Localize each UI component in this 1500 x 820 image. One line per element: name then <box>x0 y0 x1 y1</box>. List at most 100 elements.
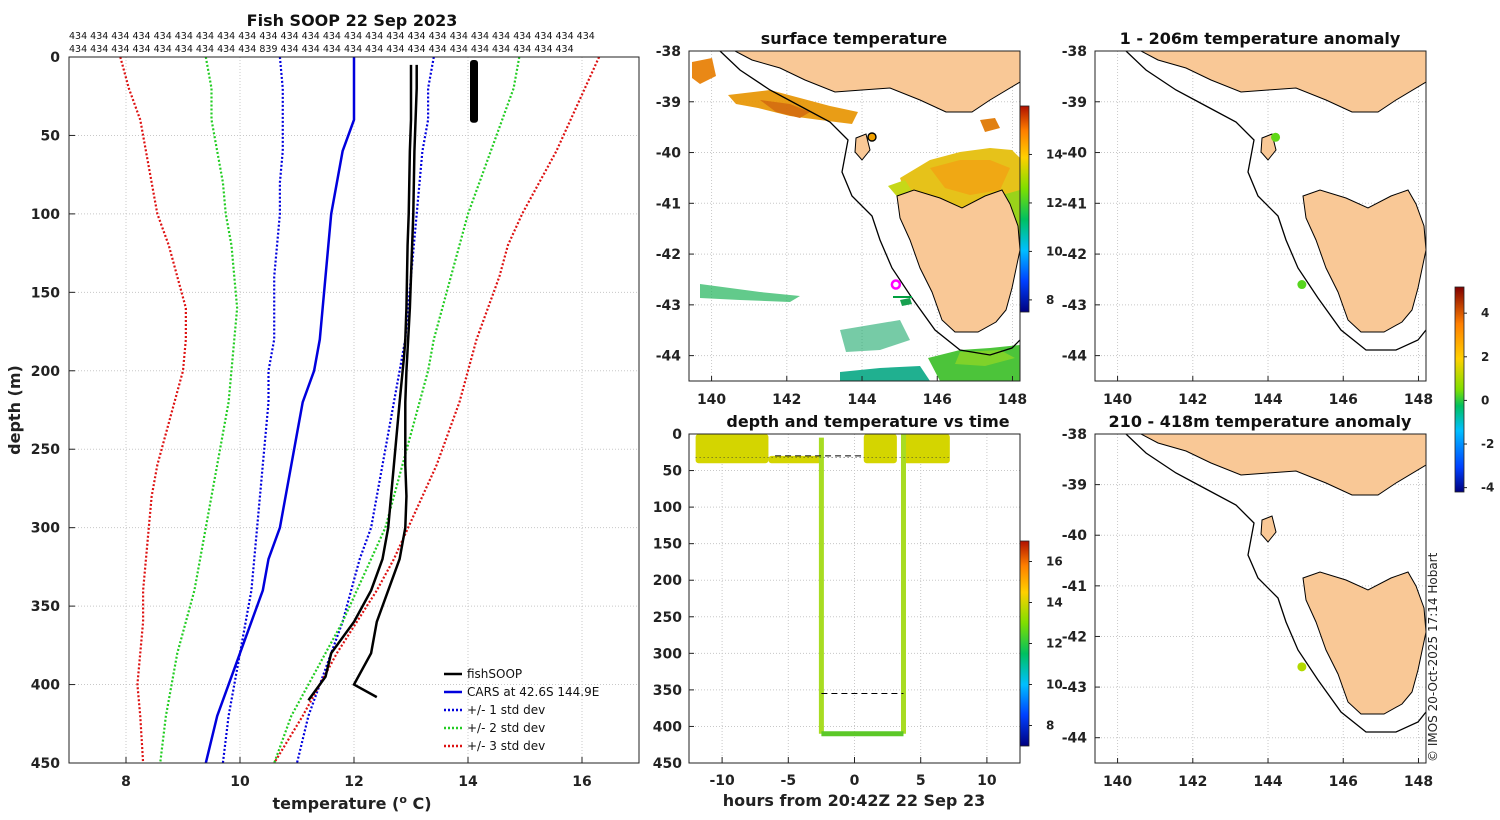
time-xtick-label: -5 <box>781 773 797 789</box>
fishsoop-descent-line <box>307 64 413 701</box>
profile-series-cars-3-std <box>119 56 187 764</box>
anomaly-1-mainland <box>1140 51 1426 113</box>
anomaly-2-shelf-contour <box>1125 434 1426 733</box>
profile-series-cars-2-std <box>273 56 521 764</box>
time-xlabel: hours from 20:42Z 22 Sep 23 <box>723 791 985 810</box>
profile-panel: 8 10 12 14 16 0 50 100 150 200 250 300 350 400 450 Fis… <box>5 11 640 813</box>
profile-ytick-label: 200 <box>31 364 60 380</box>
anomaly-map-2-panel: 210 - 418m temperature anomaly 140 142 144… <box>1062 412 1433 790</box>
anomaly-2-xtick-label: 140 <box>1103 774 1132 790</box>
profile-xtick-label: 16 <box>572 774 591 790</box>
legend-label-1std: +/- 1 std dev <box>467 703 545 717</box>
anomaly-2-ytick-label: -41 <box>1062 579 1087 595</box>
anomaly-1-points <box>1271 132 1307 290</box>
anomaly-1-point <box>1297 280 1307 290</box>
count-row-1: 434 434 434 434 434 434 434 434 434 434 … <box>69 31 595 42</box>
anomaly-1-xtick-label: 148 <box>1404 392 1433 408</box>
anomaly-2-xtick-label: 148 <box>1404 774 1433 790</box>
credit-text: © IMOS 20-Oct-2025 17:14 Hobart <box>1426 552 1440 762</box>
legend-label-cars: CARS at 42.6S 144.9E <box>467 685 599 699</box>
anomaly-colorbar-tick-label: 2 <box>1481 350 1489 364</box>
anomaly-2-ytick-label: -44 <box>1062 731 1088 747</box>
anomaly-2-xtick-label: 144 <box>1253 774 1282 790</box>
anomaly-2-points <box>1297 662 1307 672</box>
anomaly-1-ytick-label: -42 <box>1062 247 1087 263</box>
anomaly-2-xtick-label: 142 <box>1178 774 1207 790</box>
sst-colorbar-tick-label: 14 <box>1046 147 1063 161</box>
anomaly-2-point <box>1297 662 1307 672</box>
time-colorbar-tick-label: 8 <box>1046 719 1054 733</box>
time-xtick-label: 10 <box>977 773 997 789</box>
profile-series-cars-1-std <box>221 56 284 764</box>
profile-ytick-label: 400 <box>31 678 60 694</box>
sst-ytick-label: -40 <box>656 146 682 162</box>
profile-ytick-label: 350 <box>31 599 60 615</box>
anomaly-1-shelf-contour <box>1125 51 1426 351</box>
sst-ticks: 140 142 144 146 148 -38 -39 -40 -41 -42 -43 -44 <box>656 44 1027 408</box>
anomaly-map-1-panel: 1 - 206m temperature anomaly 140 142 144 14… <box>1062 29 1495 495</box>
anomaly-1-xtick-label: 140 <box>1103 392 1132 408</box>
profile-ytick-label: 150 <box>31 285 60 301</box>
sst-colorbar-ticks: 8 10 12 14 <box>1029 147 1063 307</box>
sst-xtick-label: 144 <box>847 392 876 408</box>
profile-ytick-label: 50 <box>41 128 61 144</box>
sst-xtick-label: 142 <box>772 392 801 408</box>
anomaly-2-ticks: 140 142 144 146 148 -38 -39 -40 -41 -42 -43 -44 <box>1062 427 1433 790</box>
time-surface-block <box>695 434 769 464</box>
profile-series-cars-mean <box>204 57 356 764</box>
anomaly-colorbar-tick-label: -2 <box>1481 437 1494 451</box>
sst-ytick-label: -42 <box>656 247 681 263</box>
fishsoop-ascent-line <box>352 64 418 699</box>
time-ytick-label: 50 <box>663 464 683 480</box>
anomaly-1-ytick-label: -43 <box>1062 298 1087 314</box>
anomaly-1-xtick-label: 144 <box>1253 392 1282 408</box>
legend-label-2std: +/- 2 std dev <box>467 721 545 735</box>
time-colorbar-ticks: 8 10 12 14 16 <box>1029 555 1063 733</box>
anomaly-1-ytick-label: -38 <box>1062 44 1087 60</box>
anomaly-colorbar-tick-label: -4 <box>1481 481 1494 495</box>
sst-xtick-label: 140 <box>697 392 726 408</box>
sst-colorbar-tick-label: 10 <box>1046 244 1063 258</box>
fishsoop-surface-cluster <box>470 60 478 123</box>
sst-map-panel: surface temperature <box>656 29 1063 408</box>
time-colorbar-tick-label: 14 <box>1046 596 1063 610</box>
time-ytick-label: 200 <box>653 573 682 589</box>
time-colorbar-tick-label: 12 <box>1046 637 1063 651</box>
anomaly-2-content <box>1095 434 1426 763</box>
anomaly-1-king-island <box>1260 133 1277 161</box>
time-ytick-label: 450 <box>653 756 682 772</box>
anomaly-1-ytick-label: -41 <box>1062 196 1087 212</box>
time-ytick-label: 250 <box>653 610 682 626</box>
time-panel: depth and temperature vs time -10 -5 0 5 100… <box>653 412 1063 810</box>
profile-ticks: 8 10 12 14 16 0 50 100 150 200 250 300 350 400 450 <box>31 50 592 790</box>
anomaly-2-ytick-label: -40 <box>1062 528 1088 544</box>
profile-ytick-label: 100 <box>31 207 60 223</box>
sst-ytick-label: -38 <box>656 44 681 60</box>
sst-land <box>734 51 1020 333</box>
sst-ytick-label: -39 <box>656 95 681 111</box>
time-surface-block <box>863 434 897 464</box>
anomaly-2-king-island <box>1260 515 1277 543</box>
anomaly-1-point <box>1271 132 1281 142</box>
sst-ytick-label: -41 <box>656 196 681 212</box>
time-marks <box>695 434 950 737</box>
time-colorbar <box>1019 540 1030 747</box>
xlabel-superscript-o: o <box>399 793 407 806</box>
time-ytick-label: 300 <box>653 646 682 662</box>
profile-series-cars-3-std <box>273 56 601 764</box>
profile-xlabel: temperature (o C) <box>272 793 431 813</box>
anomaly-1-title: 1 - 206m temperature anomaly <box>1120 29 1401 48</box>
anomaly-1-ticks: 140 142 144 146 148 -38 -39 -40 -41 -42 -43 -44 <box>1062 44 1433 408</box>
profile-series-cars-1-std <box>295 56 435 764</box>
time-xtick-label: -10 <box>709 773 735 789</box>
anomaly-2-frame <box>1094 433 1427 764</box>
sst-colorbar <box>1019 105 1030 313</box>
profile-xtick-label: 10 <box>230 774 250 790</box>
sst-shelf-contour <box>719 51 1020 356</box>
anomaly-1-ytick-label: -40 <box>1062 146 1088 162</box>
anomaly-2-xtick-label: 146 <box>1329 774 1358 790</box>
anomaly-colorbar <box>1454 286 1465 493</box>
legend-label-3std: +/- 3 std dev <box>467 739 545 753</box>
time-ytick-label: 350 <box>653 683 682 699</box>
